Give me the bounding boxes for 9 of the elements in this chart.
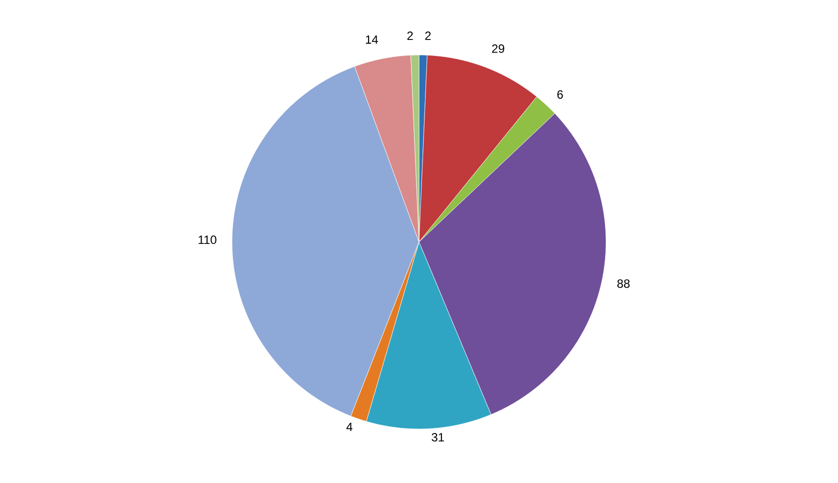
data-label: 31 [432, 433, 444, 442]
data-label: 6 [557, 90, 563, 99]
data-label: 88 [617, 279, 630, 288]
data-label: 14 [366, 35, 378, 44]
data-label: 29 [492, 44, 504, 53]
data-label: 2 [425, 31, 431, 40]
data-label: 2 [407, 31, 413, 40]
data-label: 110 [198, 236, 216, 244]
data-label: 4 [346, 422, 352, 431]
